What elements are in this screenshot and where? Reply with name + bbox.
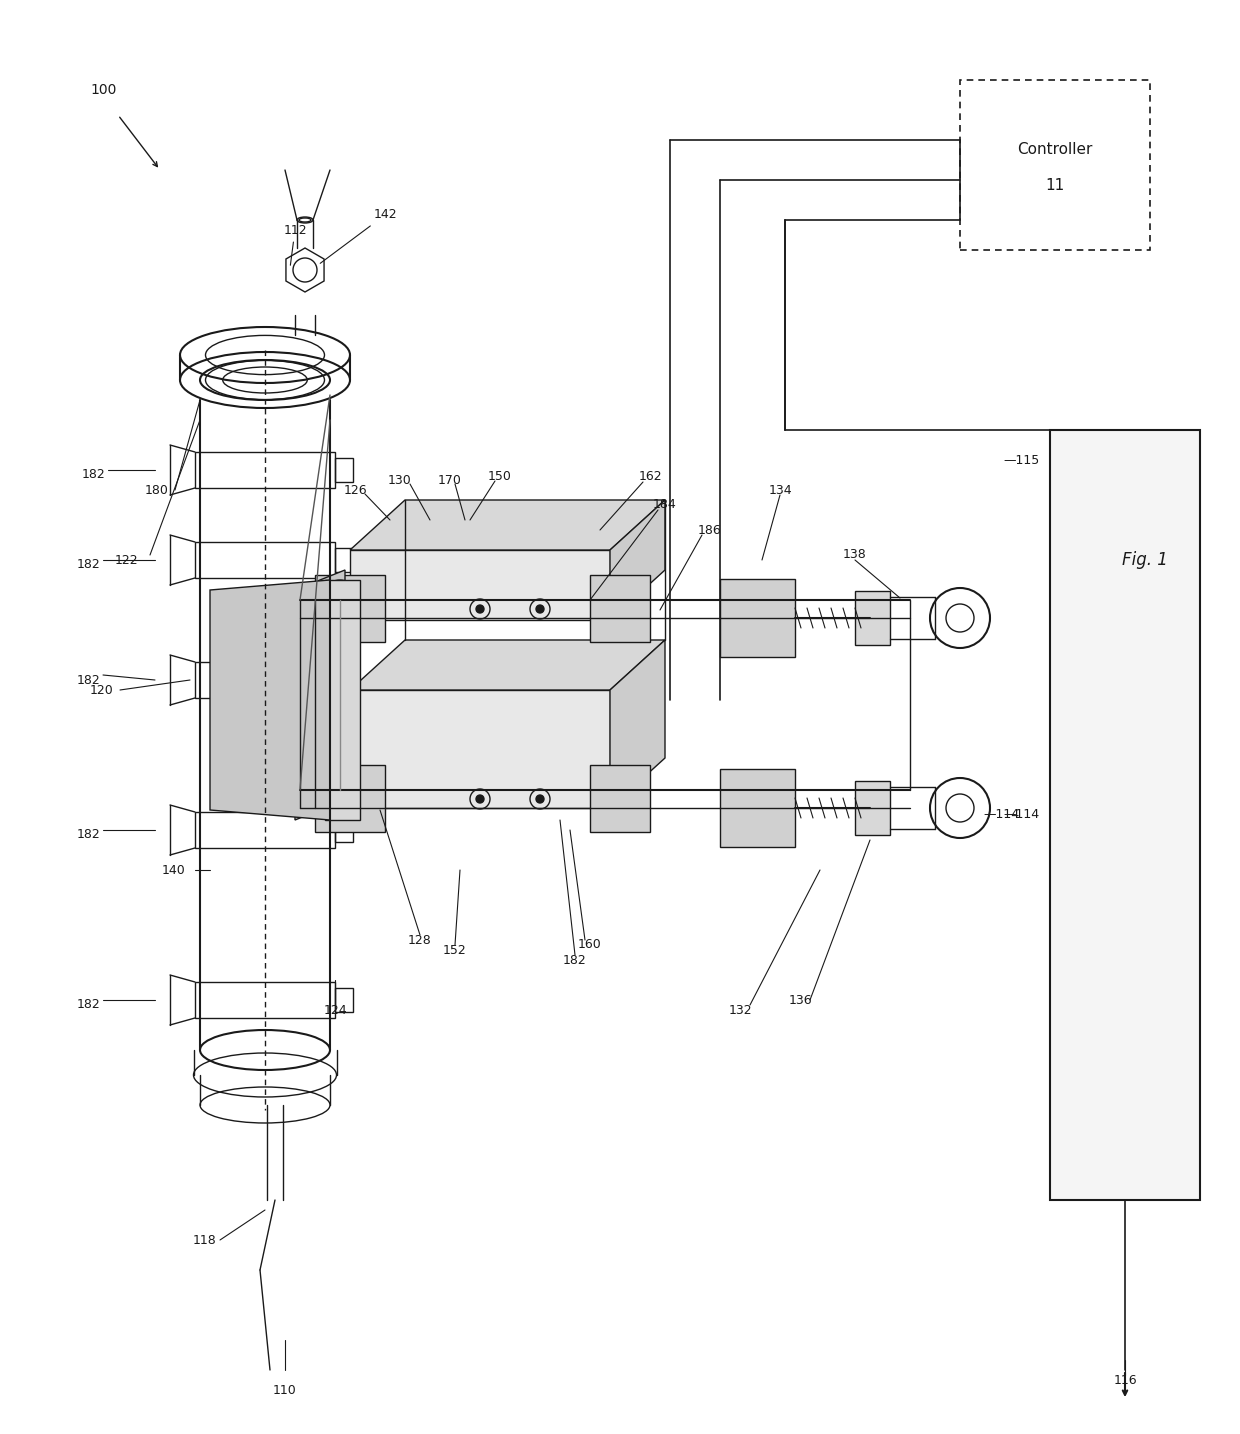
Text: 182: 182 (82, 469, 105, 482)
Text: 182: 182 (76, 998, 100, 1011)
Text: 162: 162 (639, 470, 662, 483)
Polygon shape (350, 551, 610, 619)
Text: 186: 186 (698, 523, 722, 536)
Text: 150: 150 (489, 469, 512, 482)
Text: 128: 128 (408, 934, 432, 946)
Polygon shape (856, 591, 890, 645)
Circle shape (536, 794, 544, 803)
Bar (335, 548, 353, 572)
Bar (195, 663, 335, 698)
Polygon shape (720, 579, 795, 657)
Polygon shape (295, 750, 345, 820)
Text: 138: 138 (843, 548, 867, 562)
Text: 110: 110 (273, 1384, 296, 1397)
Text: —114: —114 (983, 809, 1021, 822)
Polygon shape (315, 764, 384, 832)
Circle shape (536, 605, 544, 612)
Text: 152: 152 (443, 944, 467, 956)
Text: 116: 116 (1114, 1374, 1137, 1387)
Text: 182: 182 (563, 954, 587, 967)
Circle shape (476, 605, 484, 612)
Bar (1050, 430, 1200, 1200)
Text: 160: 160 (578, 938, 601, 952)
Text: —114: —114 (1004, 809, 1040, 822)
Text: 182: 182 (76, 829, 100, 842)
Polygon shape (350, 690, 610, 807)
Text: 180: 180 (145, 483, 169, 496)
Bar (195, 812, 335, 847)
Bar (195, 542, 335, 578)
Bar (195, 452, 335, 488)
Polygon shape (315, 575, 384, 642)
Text: 124: 124 (324, 1004, 347, 1017)
Text: 182: 182 (76, 674, 100, 687)
Text: 134: 134 (769, 483, 792, 496)
Text: 112: 112 (283, 224, 306, 265)
Text: Controller: Controller (1017, 142, 1092, 158)
Text: 118: 118 (193, 1233, 217, 1246)
Text: 136: 136 (789, 994, 812, 1007)
Text: 140: 140 (161, 863, 185, 876)
Text: 11: 11 (1045, 178, 1065, 192)
Bar (195, 982, 335, 1018)
Polygon shape (610, 500, 665, 619)
Text: 120: 120 (91, 684, 114, 697)
Polygon shape (590, 764, 650, 832)
Text: 142: 142 (320, 208, 397, 264)
Polygon shape (590, 575, 650, 642)
Polygon shape (720, 769, 795, 847)
Polygon shape (295, 569, 345, 635)
Text: 170: 170 (438, 473, 463, 486)
Polygon shape (856, 782, 890, 835)
Bar (335, 817, 353, 842)
Circle shape (476, 794, 484, 803)
Text: 130: 130 (388, 473, 412, 486)
Text: 100: 100 (91, 83, 117, 98)
Polygon shape (350, 500, 665, 551)
Text: 182: 182 (76, 558, 100, 572)
Text: Fig. 1: Fig. 1 (1122, 551, 1168, 569)
Text: 122: 122 (115, 554, 139, 566)
Polygon shape (325, 579, 360, 820)
Bar (960, 80, 1149, 250)
Text: 184: 184 (653, 499, 677, 512)
Bar (335, 988, 353, 1012)
Polygon shape (210, 579, 330, 820)
Bar (335, 668, 353, 693)
Text: 132: 132 (728, 1004, 751, 1017)
Text: —115: —115 (1003, 453, 1040, 466)
Text: 126: 126 (343, 483, 367, 496)
Polygon shape (610, 640, 665, 807)
Polygon shape (350, 640, 665, 690)
Bar (335, 457, 353, 482)
